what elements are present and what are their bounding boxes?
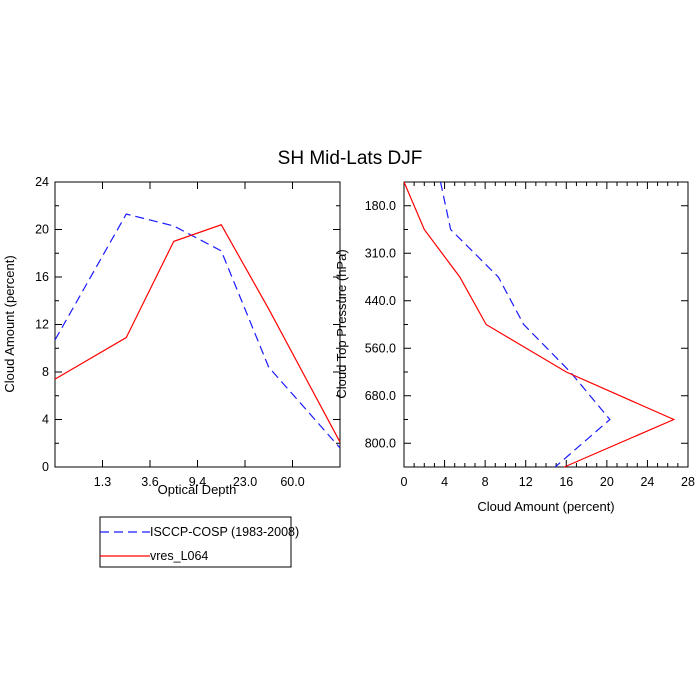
right-series-model-line — [403, 181, 676, 468]
right-series — [403, 181, 676, 468]
left-y-tick-label: 8 — [42, 365, 49, 379]
right-x-tick-label: 28 — [681, 475, 695, 489]
left-y-tick-label: 20 — [35, 223, 49, 237]
right-y-tick-label: 180.0 — [365, 199, 396, 213]
right-panel: 180.0 310.0 440.0 560.0 680.0 800.0 0 4 8 12 16 20… — [334, 181, 695, 514]
right-x-tick-label: 12 — [519, 475, 533, 489]
left-y-tick-label: 16 — [35, 270, 49, 284]
legend: ISCCP-COSP (1983-2008) vres_L064 — [99, 516, 299, 568]
right-y-tick-label: 560.0 — [365, 341, 396, 355]
left-x-tick-label: 9.4 — [189, 475, 206, 489]
right-x-tick-label: 20 — [600, 475, 614, 489]
chart-title: SH Mid-Lats DJF — [278, 148, 423, 169]
right-y-label: Cloud Top Pressure (hPa) — [334, 249, 349, 398]
left-y-label: Cloud Amount (percent) — [2, 255, 17, 392]
left-series — [54, 213, 341, 449]
right-x-tick-label: 0 — [401, 475, 408, 489]
left-y-tick-label: 24 — [35, 175, 49, 189]
right-y-axis: 180.0 310.0 440.0 560.0 680.0 800.0 — [365, 181, 688, 468]
right-plot-frame — [403, 181, 689, 468]
left-plot-frame — [54, 181, 341, 468]
left-x-axis: 1.3 3.6 9.4 23.0 60.0 — [54, 182, 341, 489]
left-panel: 0 4 8 12 16 20 24 1.3 3.6 9.4 23.0 60.0 Optical De… — [2, 175, 341, 497]
right-y-tick-label: 310.0 — [365, 246, 396, 260]
left-x-label: Optical Depth — [158, 482, 237, 497]
right-x-tick-label: 16 — [559, 475, 573, 489]
left-x-tick-label: 3.6 — [141, 475, 158, 489]
left-y-tick-label: 12 — [35, 318, 49, 332]
right-x-tick-label: 24 — [640, 475, 654, 489]
left-series-obs-line — [54, 213, 341, 449]
legend-box — [99, 516, 292, 568]
right-x-axis: 0 4 8 12 16 20 24 28 — [401, 182, 695, 489]
left-x-tick-label: 1.3 — [94, 475, 111, 489]
right-y-tick-label: 680.0 — [365, 389, 396, 403]
left-x-tick-label: 60.0 — [280, 475, 304, 489]
left-x-tick-label: 23.0 — [233, 475, 257, 489]
right-x-label: Cloud Amount (percent) — [477, 499, 614, 514]
left-y-tick-label: 0 — [42, 460, 49, 474]
right-x-tick-label: 8 — [482, 475, 489, 489]
right-series-obs-line — [439, 181, 611, 468]
left-series-model-line — [54, 224, 341, 443]
right-x-tick-label: 4 — [441, 475, 448, 489]
left-y-tick-label: 4 — [42, 413, 49, 427]
right-y-tick-label: 800.0 — [365, 436, 396, 450]
legend-label-model: vres_L064 — [150, 549, 208, 563]
legend-label-obs: ISCCP-COSP (1983-2008) — [150, 525, 299, 539]
right-y-tick-label: 440.0 — [365, 294, 396, 308]
left-y-axis: 0 4 8 12 16 20 24 — [35, 175, 340, 474]
